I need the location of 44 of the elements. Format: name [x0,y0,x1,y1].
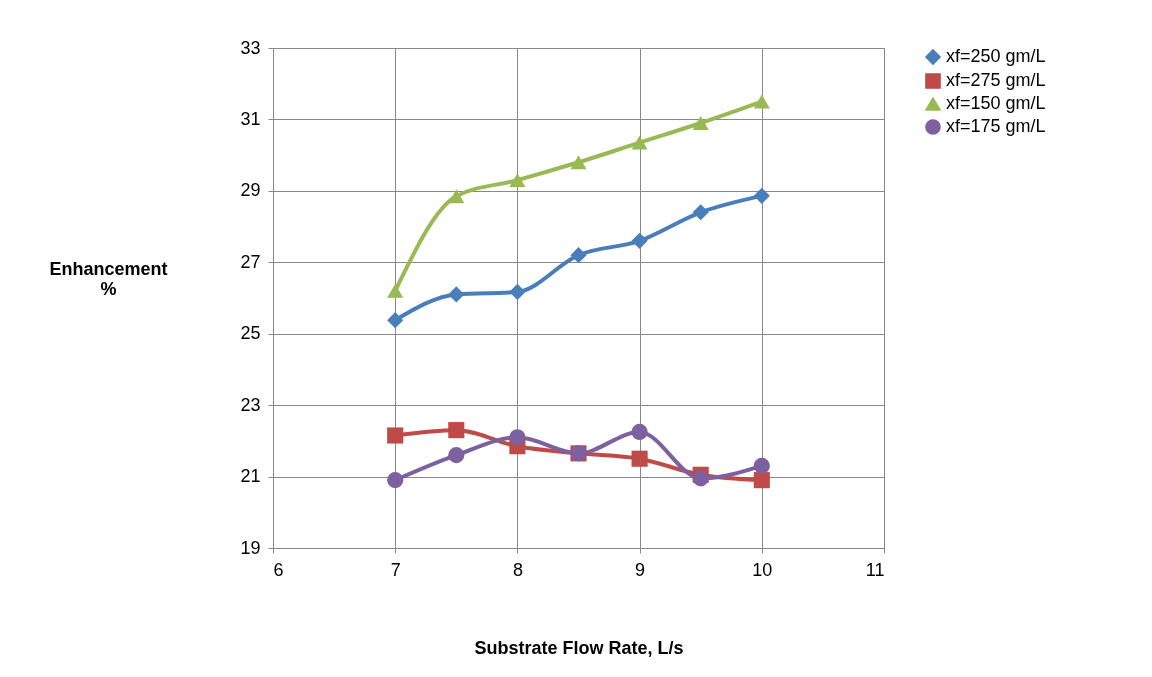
y-tick-label: 19 [240,537,261,558]
point [570,155,587,170]
point [631,135,648,150]
point [387,312,404,329]
point [509,429,526,446]
point [692,116,709,130]
x-tick-label: 9 [635,559,646,580]
point [753,457,770,474]
point [448,286,465,303]
y-tick-label: 27 [240,251,261,272]
point [570,247,587,264]
x-axis-title: Substrate Flow Rate, L/s [474,637,684,658]
y-tick-label: 23 [240,394,261,415]
legend-label: xf=275 gm/L [946,70,1046,90]
point [387,472,404,489]
point [692,204,709,221]
point [448,422,465,439]
y-tick-label: 25 [240,323,261,344]
point [753,94,770,109]
x-tick-label: 6 [273,559,284,580]
x-tick-label: 8 [512,559,523,580]
legend-label: xf=250 gm/L [946,46,1046,66]
point [631,450,648,467]
point [753,472,770,489]
y-tick-label: 29 [240,180,261,201]
point [448,189,465,204]
point [387,283,404,298]
point [509,283,526,300]
y-tick-label: 33 [240,37,261,58]
point [387,427,404,444]
point [631,423,648,440]
legend-label: xf=175 gm/L [946,116,1046,136]
x-tick-label: 10 [752,559,773,580]
x-tick-label: 7 [390,559,401,580]
y-tick-label: 21 [240,466,261,487]
legend-label: xf=150 gm/L [946,93,1046,113]
x-tick-label: 11 [865,559,885,580]
point [692,470,709,487]
y-axis-title: Enhancement % [49,258,168,299]
point [753,187,770,204]
point [631,232,648,249]
point [448,447,465,464]
y-tick-label: 31 [240,108,261,129]
point [509,173,526,188]
